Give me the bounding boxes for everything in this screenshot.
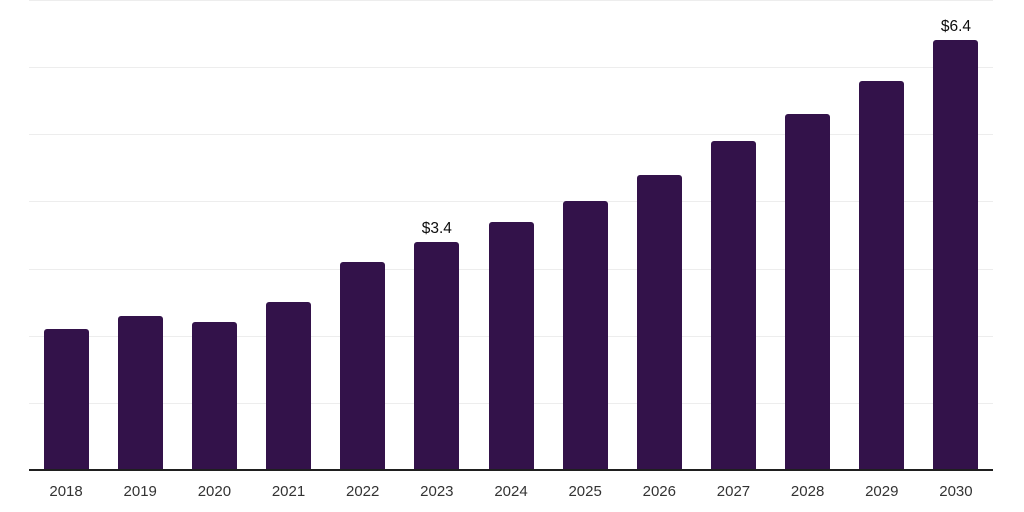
- plot-area: $3.4 $6.4: [29, 0, 993, 471]
- bar-2026: [636, 174, 682, 470]
- bar-2024: [488, 221, 534, 470]
- bar-2021: [266, 302, 312, 470]
- x-label-2024: 2024: [494, 483, 528, 500]
- x-label-2022: 2022: [346, 483, 380, 500]
- x-label-2025: 2025: [568, 483, 602, 500]
- x-label-2027: 2027: [716, 483, 751, 500]
- bar-2029: [859, 80, 905, 470]
- x-label-2019: 2019: [123, 483, 157, 500]
- x-axis-line: [29, 469, 993, 471]
- x-label-2030: 2030: [939, 483, 973, 500]
- bar-2025: [562, 201, 608, 470]
- bar-2022: [340, 261, 386, 470]
- bar-2019: [117, 315, 163, 470]
- x-label-2018: 2018: [49, 483, 83, 500]
- value-label-2030: $6.4: [940, 18, 972, 36]
- gridline-7: [29, 0, 993, 1]
- gridline-4: [29, 201, 993, 203]
- bar-2018: [43, 329, 89, 470]
- gridline-5: [29, 134, 993, 136]
- x-label-2028: 2028: [790, 483, 825, 500]
- x-label-2026: 2026: [642, 483, 676, 500]
- gridline-6: [29, 67, 993, 69]
- value-label-2023: $3.4: [421, 219, 452, 237]
- bar-2027: [710, 141, 756, 470]
- x-label-2023: 2023: [420, 483, 454, 500]
- x-label-2020: 2020: [197, 483, 232, 500]
- bar-2028: [785, 114, 831, 470]
- bar-2020: [191, 322, 237, 470]
- x-label-2029: 2029: [865, 483, 899, 500]
- x-label-2021: 2021: [271, 483, 306, 500]
- bar-2030: [933, 40, 979, 470]
- bar-2023: [414, 241, 460, 470]
